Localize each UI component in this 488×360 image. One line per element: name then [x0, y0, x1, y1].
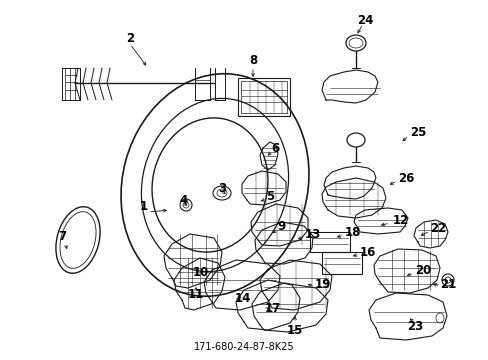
Text: 8: 8 — [248, 54, 257, 68]
Text: 9: 9 — [276, 220, 285, 233]
Text: 171-680-24-87-8K25: 171-680-24-87-8K25 — [194, 342, 294, 352]
Text: 5: 5 — [265, 189, 274, 202]
Text: 7: 7 — [58, 230, 66, 243]
Text: 22: 22 — [429, 221, 446, 234]
Text: 1: 1 — [140, 201, 148, 213]
Text: 25: 25 — [409, 126, 426, 139]
Text: 23: 23 — [406, 320, 422, 333]
Text: 13: 13 — [305, 228, 321, 240]
Text: 26: 26 — [397, 171, 413, 184]
Text: 20: 20 — [414, 265, 430, 278]
Text: 18: 18 — [345, 225, 361, 238]
Bar — [238, 78, 289, 116]
Text: 4: 4 — [179, 194, 187, 207]
Text: 12: 12 — [392, 213, 408, 226]
Text: 19: 19 — [314, 279, 331, 292]
Text: 14: 14 — [235, 292, 251, 306]
Text: 3: 3 — [218, 181, 225, 194]
Text: 16: 16 — [359, 246, 376, 258]
Text: 6: 6 — [270, 141, 279, 154]
Text: 10: 10 — [193, 266, 209, 279]
Bar — [321, 252, 361, 274]
Text: 15: 15 — [286, 324, 303, 337]
Bar — [309, 232, 349, 252]
Text: 2: 2 — [126, 31, 134, 45]
Text: 24: 24 — [356, 13, 372, 27]
Text: 21: 21 — [439, 279, 455, 292]
Bar — [241, 81, 286, 113]
Text: 11: 11 — [187, 288, 203, 302]
Text: 17: 17 — [264, 302, 281, 315]
